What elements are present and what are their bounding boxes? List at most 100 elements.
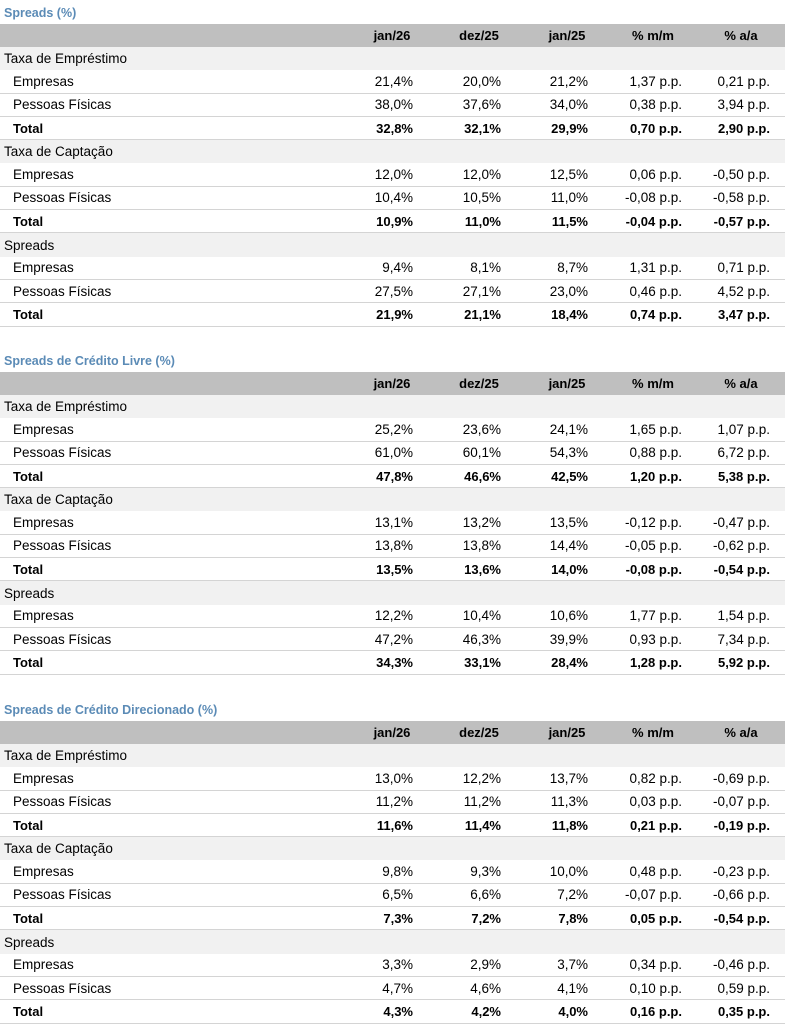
- table-row: Empresas 12,2% 10,4% 10,6% 1,77 p.p. 1,54 p.p…: [0, 605, 785, 628]
- total-row: Total 47,8% 46,6% 42,5% 1,20 p.p. 5,38 p.p.: [0, 465, 785, 489]
- column-header: jan/25: [548, 28, 586, 43]
- value-cell: -0,05 p.p.: [624, 538, 682, 554]
- row-label: Pessoas Físicas: [13, 283, 112, 299]
- row-label: Pessoas Físicas: [13, 97, 112, 113]
- value-cell: 7,2%: [557, 887, 588, 903]
- row-label: Total: [13, 817, 44, 833]
- total-row: Total 11,6% 11,4% 11,8% 0,21 p.p. -0,19 p.p.: [0, 814, 785, 838]
- value-cell: 39,9%: [549, 631, 588, 647]
- value-cell: 21,9%: [376, 306, 413, 322]
- value-cell: 34,0%: [549, 97, 588, 113]
- value-cell: 27,5%: [374, 283, 413, 299]
- row-label: Total: [13, 120, 44, 136]
- value-cell: 6,72 p.p.: [717, 445, 770, 461]
- value-cell: 20,0%: [462, 73, 501, 89]
- value-cell: 9,8%: [382, 864, 413, 880]
- value-cell: 0,48 p.p.: [629, 864, 682, 880]
- value-cell: -0,47 p.p.: [712, 515, 770, 531]
- value-cell: -0,08 p.p.: [625, 561, 682, 577]
- row-label: Empresas: [13, 864, 74, 880]
- value-cell: 4,0%: [558, 1003, 588, 1019]
- value-cell: 3,3%: [382, 957, 413, 973]
- table-title: Spreads de Crédito Direcionado (%): [4, 703, 218, 717]
- value-cell: 9,3%: [470, 864, 501, 880]
- value-cell: 10,9%: [376, 213, 413, 229]
- row-label: Total: [13, 910, 44, 926]
- value-cell: 10,4%: [462, 608, 501, 624]
- value-cell: 18,4%: [551, 306, 588, 322]
- group-label: Taxa de Empréstimo: [4, 51, 128, 67]
- value-cell: 8,1%: [470, 260, 501, 276]
- value-cell: -0,07 p.p.: [624, 887, 682, 903]
- value-cell: 4,52 p.p.: [717, 283, 770, 299]
- value-cell: 11,3%: [550, 794, 588, 810]
- value-cell: 23,6%: [462, 421, 501, 437]
- value-cell: 13,6%: [464, 561, 501, 577]
- table-row: Pessoas Físicas 6,5% 6,6% 7,2% -0,07 p.p. -0,…: [0, 884, 785, 908]
- value-cell: -0,54 p.p.: [713, 910, 770, 926]
- value-cell: 46,6%: [464, 468, 501, 484]
- value-cell: 0,06 p.p.: [629, 167, 682, 183]
- column-header: % m/m: [632, 28, 674, 43]
- total-row: Total 34,3% 33,1% 28,4% 1,28 p.p. 5,92 p.p.: [0, 651, 785, 675]
- value-cell: 0,46 p.p.: [629, 283, 682, 299]
- value-cell: 12,0%: [374, 167, 413, 183]
- value-cell: -0,62 p.p.: [712, 538, 770, 554]
- value-cell: 27,1%: [462, 283, 501, 299]
- value-cell: 0,59 p.p.: [717, 980, 770, 996]
- value-cell: 14,0%: [551, 561, 588, 577]
- table-row: Pessoas Físicas 27,5% 27,1% 23,0% 0,46 p.p. 4…: [0, 280, 785, 304]
- value-cell: -0,69 p.p.: [712, 770, 770, 786]
- value-cell: 11,4%: [464, 817, 501, 833]
- value-cell: 5,92 p.p.: [717, 654, 770, 670]
- value-cell: 11,6%: [376, 817, 413, 833]
- total-row: Total 7,3% 7,2% 7,8% 0,05 p.p. -0,54 p.p.: [0, 907, 785, 931]
- row-label: Empresas: [13, 957, 74, 973]
- group-header-row: Taxa de Captação: [0, 837, 785, 861]
- total-row: Total 21,9% 21,1% 18,4% 0,74 p.p. 3,47 p.p.: [0, 303, 785, 327]
- table-row: Empresas 3,3% 2,9% 3,7% 0,34 p.p. -0,46 p.p.: [0, 954, 785, 977]
- value-cell: 4,3%: [383, 1003, 413, 1019]
- value-cell: 7,3%: [383, 910, 413, 926]
- value-cell: 0,93 p.p.: [629, 631, 682, 647]
- value-cell: 11,8%: [551, 817, 588, 833]
- value-cell: 11,0%: [550, 190, 588, 206]
- value-cell: 24,1%: [549, 421, 588, 437]
- value-cell: 47,2%: [374, 631, 413, 647]
- value-cell: 3,94 p.p.: [717, 97, 770, 113]
- table-row: Empresas 13,0% 12,2% 13,7% 0,82 p.p. -0,69 p.…: [0, 767, 785, 791]
- value-cell: -0,12 p.p.: [624, 515, 682, 531]
- value-cell: 1,37 p.p.: [629, 73, 682, 89]
- value-cell: 12,0%: [462, 167, 501, 183]
- row-label: Total: [13, 306, 44, 322]
- group-header-row: Taxa de Captação: [0, 488, 785, 512]
- value-cell: 6,6%: [470, 887, 501, 903]
- value-cell: 3,47 p.p.: [717, 306, 770, 322]
- value-cell: 1,31 p.p.: [629, 260, 682, 276]
- row-label: Total: [13, 561, 44, 577]
- row-label: Empresas: [13, 167, 74, 183]
- column-header: % m/m: [632, 376, 674, 391]
- value-cell: -0,66 p.p.: [712, 887, 770, 903]
- column-header: % a/a: [724, 725, 758, 740]
- table-title: Spreads (%): [4, 6, 77, 20]
- value-cell: 32,1%: [464, 120, 501, 136]
- value-cell: 0,74 p.p.: [629, 306, 682, 322]
- table-title: Spreads de Crédito Livre (%): [4, 354, 175, 368]
- row-label: Total: [13, 468, 44, 484]
- value-cell: 0,82 p.p.: [629, 770, 682, 786]
- value-cell: 1,28 p.p.: [629, 654, 682, 670]
- value-cell: 1,20 p.p.: [629, 468, 682, 484]
- value-cell: -0,07 p.p.: [712, 794, 770, 810]
- value-cell: 7,8%: [558, 910, 588, 926]
- total-row: Total 10,9% 11,0% 11,5% -0,04 p.p. -0,57 p.p.: [0, 210, 785, 234]
- value-cell: 11,2%: [375, 794, 413, 810]
- column-header: jan/26: [373, 376, 411, 391]
- value-cell: 4,6%: [470, 980, 501, 996]
- value-cell: 11,0%: [464, 213, 501, 229]
- value-cell: 13,8%: [462, 538, 501, 554]
- value-cell: 23,0%: [549, 283, 588, 299]
- value-cell: 1,07 p.p.: [717, 421, 770, 437]
- group-label: Taxa de Captação: [4, 144, 113, 160]
- value-cell: 0,10 p.p.: [629, 980, 682, 996]
